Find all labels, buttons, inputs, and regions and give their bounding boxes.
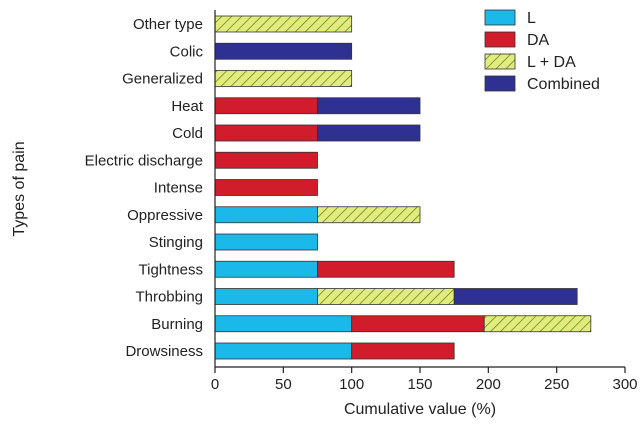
x-tick-label-250: 250 (544, 376, 569, 393)
bar-throbbing-l-da (317, 288, 455, 305)
category-label-throbbing: Throbbing (135, 289, 203, 306)
legend-label-l: L (527, 10, 536, 27)
bar-intense-da (214, 179, 318, 196)
bar-burning-da (351, 315, 485, 333)
x-tick-label-300: 300 (612, 376, 637, 393)
bar-oppressive-l-da (317, 206, 421, 224)
category-label-drowsiness: Drowsiness (125, 343, 203, 360)
legend-label-l-da: L + DA (527, 54, 576, 71)
bar-electric-discharge-da (214, 151, 318, 169)
bar-colic-combined (214, 42, 353, 60)
legend-label-da: DA (527, 32, 550, 49)
category-label-generalized: Generalized (122, 71, 203, 88)
category-label-intense: Intense (154, 180, 203, 197)
bar-generalized-l-da (214, 70, 353, 87)
bar-heat-da (214, 97, 318, 115)
bar-oppressive-l (214, 206, 318, 224)
category-label-stinging: Stinging (149, 234, 203, 251)
x-tick-label-0: 0 (211, 376, 219, 393)
bar-other-type-l-da (214, 15, 353, 33)
legend-swatch-da (484, 31, 516, 48)
category-label-oppressive: Oppressive (127, 207, 203, 224)
bar-burning-l (214, 315, 353, 333)
category-label-burning: Burning (151, 316, 203, 333)
category-label-cold: Cold (172, 125, 203, 142)
x-tick-label-50: 50 (275, 376, 292, 393)
category-label-colic: Colic (170, 43, 204, 60)
bar-tightness-da (317, 260, 455, 278)
x-tick-label-200: 200 (476, 376, 501, 393)
bar-drowsiness-da (351, 342, 455, 360)
bar-burning-l-da (483, 315, 592, 333)
y-axis-title: Types of pain (11, 141, 28, 236)
x-axis: 0 50 100 150 200 250 300 (211, 10, 638, 393)
bar-cold-combined (317, 124, 421, 142)
category-label-heat: Heat (171, 98, 204, 115)
legend-swatch-combined (484, 75, 516, 92)
x-axis-title: Cumulative value (%) (344, 401, 496, 418)
category-label-other-type: Other type (133, 16, 203, 33)
bar-heat-combined (317, 97, 421, 115)
legend-swatch-l (484, 9, 516, 26)
legend-swatch-l-da (484, 53, 516, 70)
category-label-electric-discharge: Electric discharge (85, 152, 203, 169)
bar-throbbing-l (214, 288, 318, 305)
bar-drowsiness-l (214, 342, 353, 360)
x-tick-label-100: 100 (339, 376, 364, 393)
category-labels: Other type Colic Generalized Heat Cold Electr… (85, 16, 204, 360)
category-label-tightness: Tightness (139, 261, 203, 278)
bar-cold-da (214, 124, 318, 142)
x-tick-label-150: 150 (407, 376, 432, 393)
bar-stinging-l (214, 233, 318, 251)
bar-tightness-l (214, 260, 318, 278)
legend-label-combined: Combined (527, 76, 600, 93)
legend: L DA L + DA Combined (484, 9, 600, 93)
bar-throbbing-combined (453, 288, 578, 305)
